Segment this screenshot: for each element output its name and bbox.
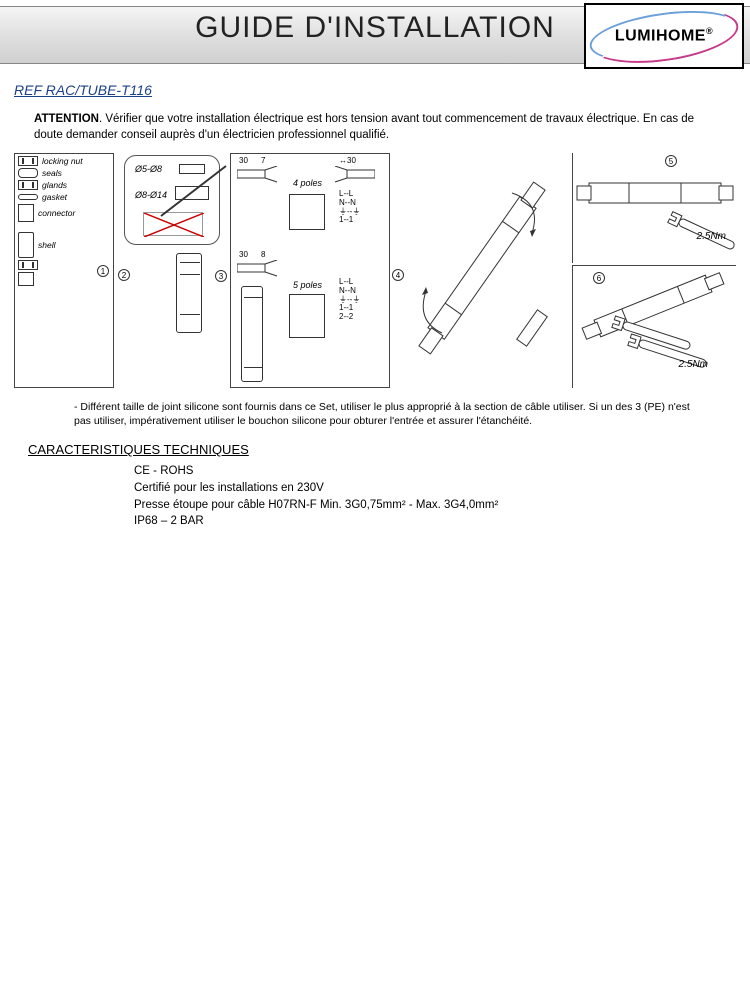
seals-icon: [18, 168, 38, 178]
diagram-area: locking nut seals glands gasket connecto…: [14, 153, 736, 393]
attention-label: ATTENTION: [34, 113, 99, 125]
strip-8: 8: [261, 250, 265, 259]
terminal4-icon: [289, 194, 325, 230]
attention-text: . Vérifier que votre installation électr…: [34, 113, 694, 141]
glands-icon: [18, 180, 38, 190]
wiring-5: L--L N--N ⏚--⏚ 1--1 2--2: [339, 278, 360, 322]
panel-4: 4: [392, 153, 570, 388]
strip-30a: 30: [239, 156, 248, 165]
panel-3: 3 30 7 ↔30 4 poles L--L N--N ⏚--⏚ 1--1 3…: [230, 153, 390, 388]
poles-4: 4 poles: [293, 178, 322, 188]
poles-5: 5 poles: [293, 280, 322, 290]
connector-icon: [18, 204, 34, 222]
gasket-icon: [18, 194, 38, 200]
shell-icon: [18, 232, 34, 258]
panel-5: 5 2.5Nm: [572, 153, 736, 263]
logo-tm: ®: [706, 26, 713, 36]
cable-line-icon: [156, 161, 231, 221]
step-number-1: 1: [97, 265, 109, 277]
part-glands: glands: [18, 180, 113, 190]
step-number-3: 3: [215, 270, 227, 282]
silicone-note: - Différent taille de joint silicone son…: [74, 401, 706, 428]
part-seals: seals: [18, 168, 113, 178]
attention-paragraph: ATTENTION. Vérifier que votre installati…: [34, 112, 726, 143]
strip-left-icon: [237, 166, 281, 184]
spec-line: CE - ROHS: [134, 463, 736, 480]
logo-name: LUMIHOME: [615, 28, 706, 45]
panel-1: locking nut seals glands gasket connecto…: [14, 153, 114, 388]
terminal5-icon: [289, 294, 325, 338]
logo-text: LUMIHOME®: [615, 26, 713, 45]
torque-6: 2.5Nm: [679, 359, 708, 370]
strip-right-icon: [331, 166, 375, 184]
part-locking-nut: locking nut: [18, 156, 113, 166]
wiring-4: L--L N--N ⏚--⏚ 1--1: [339, 190, 360, 225]
vert-connector-icon: [241, 286, 263, 382]
panel-6: 6 2.5Nm: [572, 265, 736, 388]
assembled-connector-icon: [176, 253, 202, 333]
locking-nut-icon: [18, 156, 38, 166]
strip-30b: 30: [347, 156, 356, 165]
extra2-icon: [18, 272, 34, 286]
strip-7: 7: [261, 156, 265, 165]
logo-box: LUMIHOME®: [584, 3, 744, 69]
part-connector: connector: [18, 204, 113, 222]
header-bar: GUIDE D'INSTALLATION LUMIHOME®: [0, 6, 750, 64]
specs-title: CARACTERISTIQUES TECHNIQUES: [28, 442, 736, 457]
tighten-h-icon: [573, 153, 737, 263]
strip-left2-icon: [237, 260, 281, 278]
spec-line: Certifié pour les installations en 230V: [134, 480, 736, 497]
extra-icon: [18, 260, 38, 270]
spec-line: Presse étoupe pour câble H07RN-F Min. 3G…: [134, 497, 736, 514]
strip-30c: 30: [239, 250, 248, 259]
part-shell: shell: [18, 232, 113, 258]
step-number-2: 2: [118, 269, 130, 281]
part-gasket: gasket: [18, 192, 113, 202]
tighten-angle-icon: [573, 266, 737, 389]
panel-2: Ø5-Ø8 Ø8-Ø14 2: [116, 153, 228, 388]
specs-list: CE - ROHS Certifié pour les installation…: [134, 463, 736, 530]
spec-line: IP68 – 2 BAR: [134, 513, 736, 530]
assembly-diagram-icon: [392, 153, 570, 388]
torque-5: 2.5Nm: [697, 231, 726, 242]
reference-code: REF RAC/TUBE-T116: [14, 82, 736, 98]
content: REF RAC/TUBE-T116 ATTENTION. Vérifier qu…: [0, 64, 750, 530]
